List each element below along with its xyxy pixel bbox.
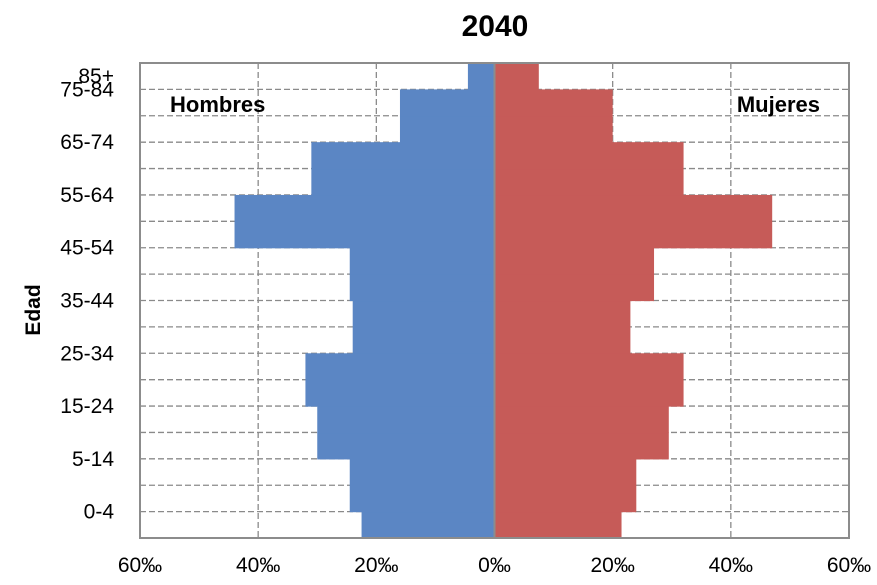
y-tick-label: 85+ [78,65,114,88]
bar-mujeres-70-74 [494,142,684,170]
bar-mujeres-50-54 [494,247,655,275]
bar-hombres-10-14 [349,458,495,486]
bar-hombres-20-24 [317,406,495,434]
y-tick-label: 45-54 [60,237,114,260]
bar-mujeres-25-29 [494,379,684,407]
bar-mujeres-80-84 [494,89,613,117]
x-tick-label: 40‰ [236,554,280,577]
bar-hombres-55-59 [234,221,495,249]
bar-hombres-15-19 [317,432,495,460]
bar-mujeres-20-24 [494,406,669,434]
bar-hombres-40-44 [352,300,495,328]
bar-mujeres-55-59 [494,221,773,249]
bar-hombres-50-54 [349,247,495,275]
bar-hombres-45-49 [349,274,495,302]
y-tick-label: 75-84 [60,78,114,101]
bar-mujeres-60-64 [494,194,773,222]
y-tick-label: 25-34 [60,342,114,365]
x-tick-labels: 60‰ 40‰ 20‰ 0‰ 20‰ 40‰ 60‰ [118,554,871,577]
bar-hombres-75-79 [399,115,495,143]
bar-hombres-70-74 [311,142,495,170]
annotation-mujeres: Mujeres [737,92,820,117]
bar-hombres-35-39 [352,326,495,354]
annotation-hombres: Hombres [170,92,265,117]
y-tick-label: 15-24 [60,395,114,418]
bar-mujeres-75-79 [494,115,613,143]
bar-hombres-30-34 [305,353,495,381]
y-tick-labels: 0-4 5-14 15-24 25-34 35-44 45-54 55-64 65-74 75-… [60,65,114,523]
x-tick-label: 40‰ [709,554,753,577]
chart-title: 2040 [462,10,529,43]
y-tick-label: 55-64 [60,184,114,207]
x-tick-label: 60‰ [827,554,871,577]
x-tick-label: 60‰ [118,554,162,577]
y-tick-label: 0-4 [84,501,115,524]
bar-mujeres-15-19 [494,432,669,460]
bar-hombres-65-69 [311,168,495,196]
x-tick-label: 20‰ [354,554,398,577]
y-tick-label: 65-74 [60,131,114,154]
bar-mujeres-45-49 [494,274,655,302]
y-tick-label: 35-44 [60,290,114,313]
bar-hombres-25-29 [305,379,495,407]
bar-hombres-5-9 [349,485,495,513]
bar-mujeres-85+ [494,63,539,90]
y-axis-label: Edad [22,284,45,335]
plot-border [139,62,850,539]
bar-hombres-0-4 [361,511,495,539]
y-tick-label: 5-14 [72,448,114,471]
bar-mujeres-40-44 [494,300,631,328]
x-tick-label: 0‰ [478,554,511,577]
bar-hombres-85+ [467,63,495,90]
bar-hombres-80-84 [399,89,495,117]
x-tick-label: 20‰ [590,554,634,577]
bar-mujeres-0-4 [494,511,622,539]
bar-mujeres-65-69 [494,168,684,196]
bar-mujeres-5-9 [494,485,637,513]
bar-mujeres-30-34 [494,353,684,381]
bar-mujeres-35-39 [494,326,631,354]
bar-mujeres-10-14 [494,458,637,486]
bar-hombres-60-64 [234,194,495,222]
bars [234,63,773,539]
plot-frame [139,62,850,539]
